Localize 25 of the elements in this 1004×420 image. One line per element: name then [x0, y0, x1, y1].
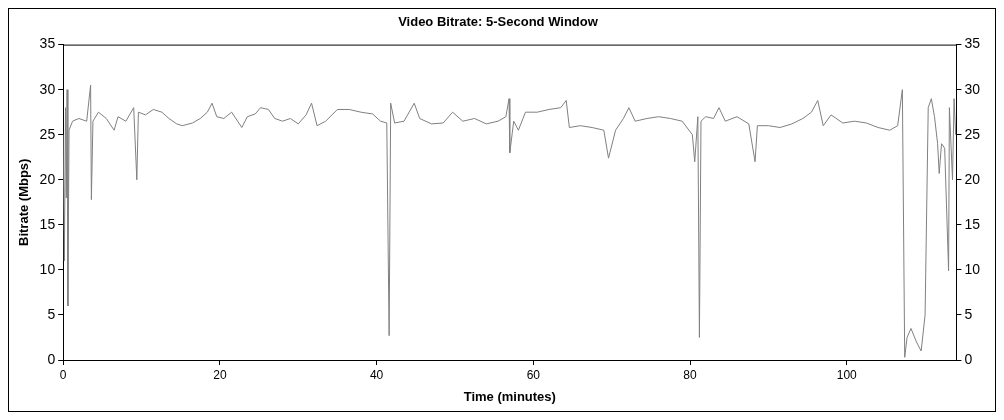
y2-tick-label: 5 — [964, 305, 973, 322]
y-tick-label: 20 — [39, 170, 56, 187]
y-tick-label: 30 — [39, 80, 56, 97]
x-tick-label: 100 — [836, 367, 858, 382]
x-tick-label: 60 — [526, 367, 541, 382]
y2-tick-label: 30 — [964, 80, 981, 97]
x-tick-label: 40 — [369, 367, 384, 382]
chart-title: Video Bitrate: 5-Second Window — [398, 14, 599, 30]
y2-tick-label: 20 — [964, 170, 981, 187]
y-tick-label: 15 — [39, 215, 56, 232]
y2-tick-label: 35 — [964, 35, 981, 52]
x-axis-title: Time (minutes) — [463, 388, 556, 404]
y2-tick-label: 10 — [964, 260, 981, 277]
x-tick-label: 0 — [59, 367, 67, 382]
x-tick-label: 80 — [683, 367, 698, 382]
y2-tick-label: 0 — [964, 350, 973, 367]
y2-tick-label: 25 — [964, 125, 981, 142]
y-axis-title: Bitrate (Mbps) — [16, 158, 32, 246]
x-tick-label: 20 — [213, 367, 227, 382]
y-tick-label: 10 — [39, 260, 56, 277]
y-tick-label: 5 — [47, 305, 56, 322]
y-tick-label: 35 — [39, 35, 56, 52]
y-tick-label: 25 — [39, 125, 56, 142]
y2-tick-label: 15 — [964, 215, 981, 232]
y-tick-label: 0 — [47, 350, 56, 367]
